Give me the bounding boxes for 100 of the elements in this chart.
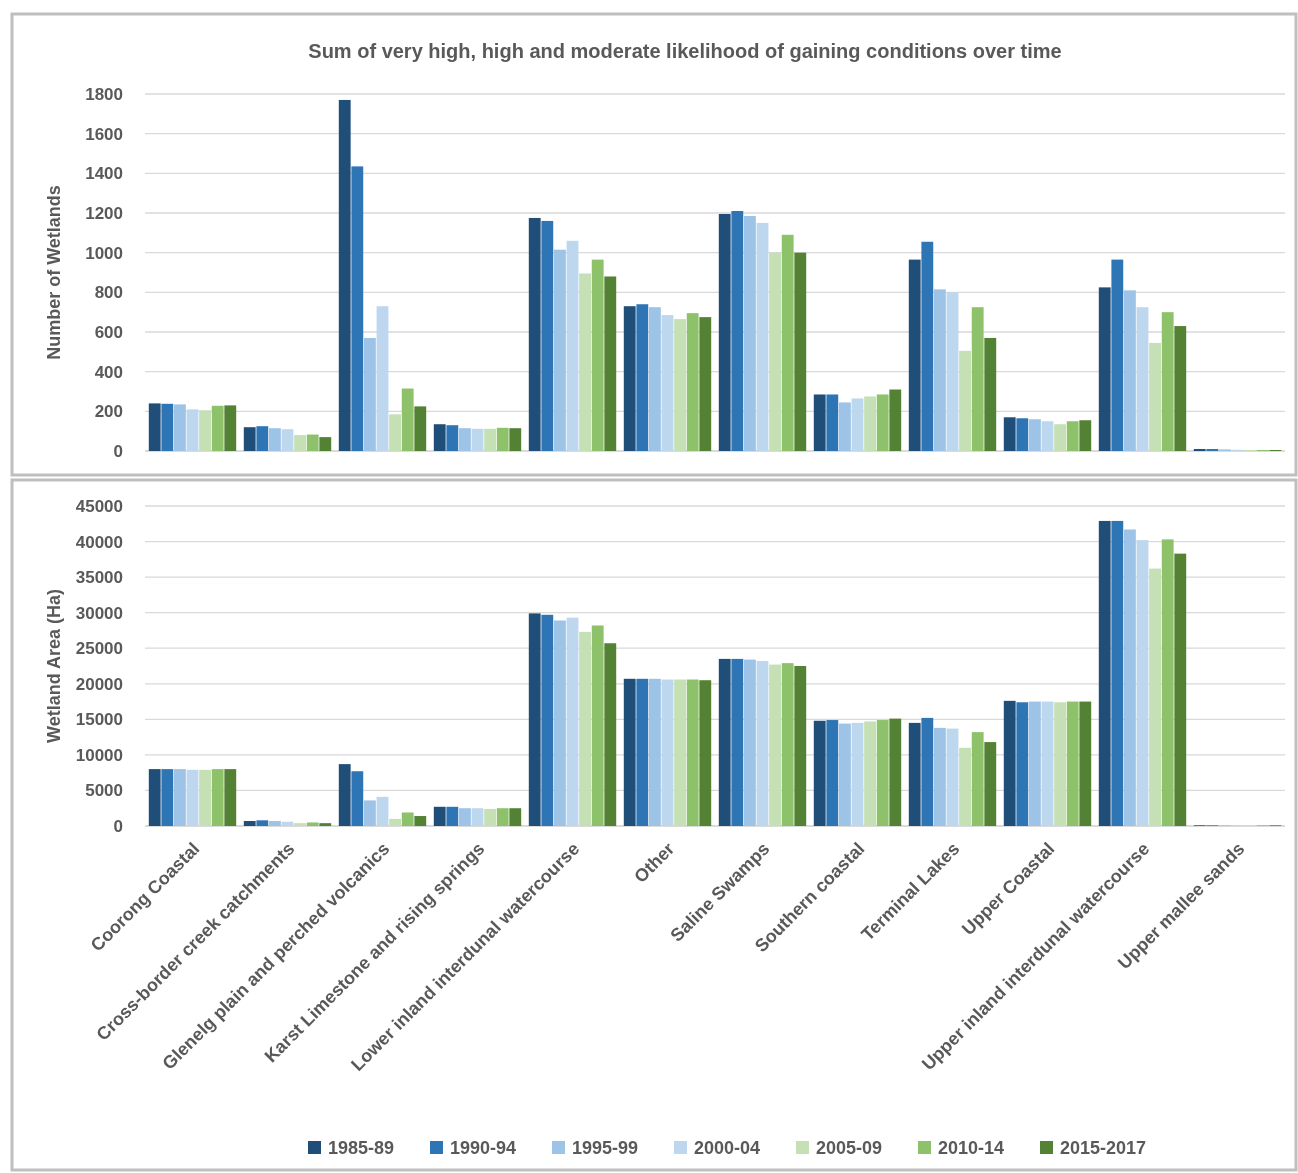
bar — [648, 678, 661, 826]
bar — [921, 717, 934, 826]
bar — [756, 661, 769, 826]
bar — [1136, 540, 1149, 826]
bar — [414, 406, 427, 451]
bar — [731, 211, 744, 451]
bar — [363, 800, 376, 826]
y-tick-label: 600 — [94, 322, 123, 342]
bar — [294, 435, 307, 451]
bar — [1161, 312, 1174, 451]
y-tick-label: 5000 — [85, 781, 123, 801]
y-tick-label: 1200 — [85, 203, 123, 223]
bar — [591, 625, 604, 826]
bar — [458, 808, 471, 826]
bar — [1079, 701, 1092, 826]
bar — [838, 402, 851, 451]
y-tick-label: 35000 — [75, 568, 123, 588]
bar — [623, 306, 636, 451]
bar — [1003, 700, 1016, 826]
bar — [851, 398, 864, 451]
bar — [921, 241, 934, 451]
bar — [319, 823, 332, 826]
bar — [908, 722, 921, 826]
bar — [161, 769, 174, 826]
legend-label: 2015-2017 — [1060, 1138, 1147, 1159]
bar — [743, 659, 756, 826]
bar — [1054, 702, 1067, 826]
bar — [971, 732, 984, 826]
y-tick-label: 40000 — [75, 532, 123, 552]
bar — [946, 292, 959, 451]
bar — [553, 249, 566, 451]
bar — [1079, 420, 1092, 451]
y-tick-label: 200 — [94, 402, 123, 422]
bar — [661, 679, 674, 826]
bar — [1149, 568, 1162, 826]
legend-label: 1995-99 — [572, 1138, 639, 1159]
bar — [471, 808, 484, 826]
bar — [471, 428, 484, 451]
bar — [496, 808, 509, 826]
bar — [889, 718, 902, 826]
bar — [319, 437, 332, 451]
y-tick-label: 45000 — [75, 496, 123, 516]
bar — [1016, 418, 1029, 451]
y-tick-label: 1800 — [85, 84, 123, 104]
bar — [376, 796, 389, 826]
bar — [1174, 326, 1187, 451]
bar — [553, 620, 566, 826]
bar — [699, 317, 712, 451]
bar — [541, 614, 554, 826]
bar — [794, 252, 807, 451]
bar — [636, 678, 649, 826]
bar — [484, 808, 497, 826]
bar — [1041, 701, 1054, 826]
bar — [268, 821, 281, 826]
bar — [566, 617, 579, 826]
bar — [338, 764, 351, 826]
bar — [731, 658, 744, 826]
bar — [243, 821, 256, 826]
y-tick-label: 800 — [94, 283, 123, 303]
bar — [826, 720, 839, 826]
bar — [718, 658, 731, 826]
bar — [351, 771, 364, 826]
bar — [401, 812, 414, 826]
bar — [306, 434, 319, 451]
bar — [306, 822, 319, 826]
bar — [851, 722, 864, 826]
bar — [674, 319, 687, 451]
bar — [933, 727, 946, 826]
y-tick-label: 30000 — [75, 603, 123, 623]
bar — [959, 350, 972, 451]
bar — [623, 678, 636, 826]
bar — [674, 679, 687, 826]
y-tick-label: 15000 — [75, 710, 123, 730]
bar — [338, 99, 351, 451]
y-tick-label: 25000 — [75, 639, 123, 659]
y-tick-label: 10000 — [75, 745, 123, 765]
bar — [1066, 701, 1079, 826]
bar — [959, 747, 972, 826]
bar — [876, 720, 889, 826]
y-axis-title: Number of Wetlands — [44, 185, 64, 360]
bar — [686, 313, 699, 451]
bar — [433, 806, 446, 826]
bar — [1149, 342, 1162, 451]
bar — [1003, 417, 1016, 451]
y-tick-label: 400 — [94, 362, 123, 382]
bar — [509, 428, 522, 451]
bar — [661, 315, 674, 451]
bar — [838, 723, 851, 826]
bar — [971, 307, 984, 451]
bar — [528, 217, 541, 451]
bar — [1123, 529, 1136, 826]
bar — [813, 720, 826, 826]
bar — [876, 394, 889, 451]
bar — [376, 306, 389, 451]
y-tick-label: 1400 — [85, 164, 123, 184]
bar — [1111, 520, 1124, 826]
bar — [794, 666, 807, 826]
bar — [148, 403, 161, 451]
bar — [256, 426, 269, 451]
bar — [933, 289, 946, 451]
